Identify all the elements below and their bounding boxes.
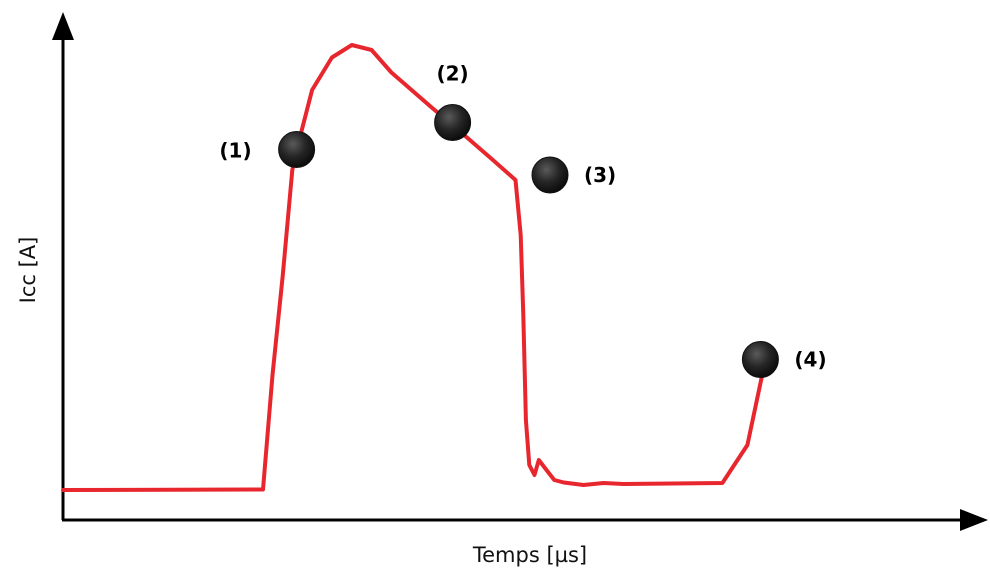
point-label-4: (4)	[794, 348, 826, 372]
point-label-2: (2)	[436, 62, 468, 86]
y-axis-label: Icc [A]	[16, 237, 40, 304]
series-layer	[61, 43, 769, 492]
point-label-3: (3)	[584, 163, 616, 187]
x-axis-arrow	[960, 509, 988, 531]
point-marker-3	[531, 156, 569, 194]
series-line-0	[61, 43, 769, 492]
point-label-1: (1)	[219, 139, 251, 163]
x-axis-label: Temps [µs]	[472, 543, 587, 567]
point-marker-4	[741, 341, 779, 378]
y-axis-arrow	[52, 12, 74, 40]
point-marker-2	[434, 104, 472, 141]
points-layer: (1) (2) (3) (4)	[219, 62, 827, 378]
point-marker-1	[278, 131, 316, 168]
